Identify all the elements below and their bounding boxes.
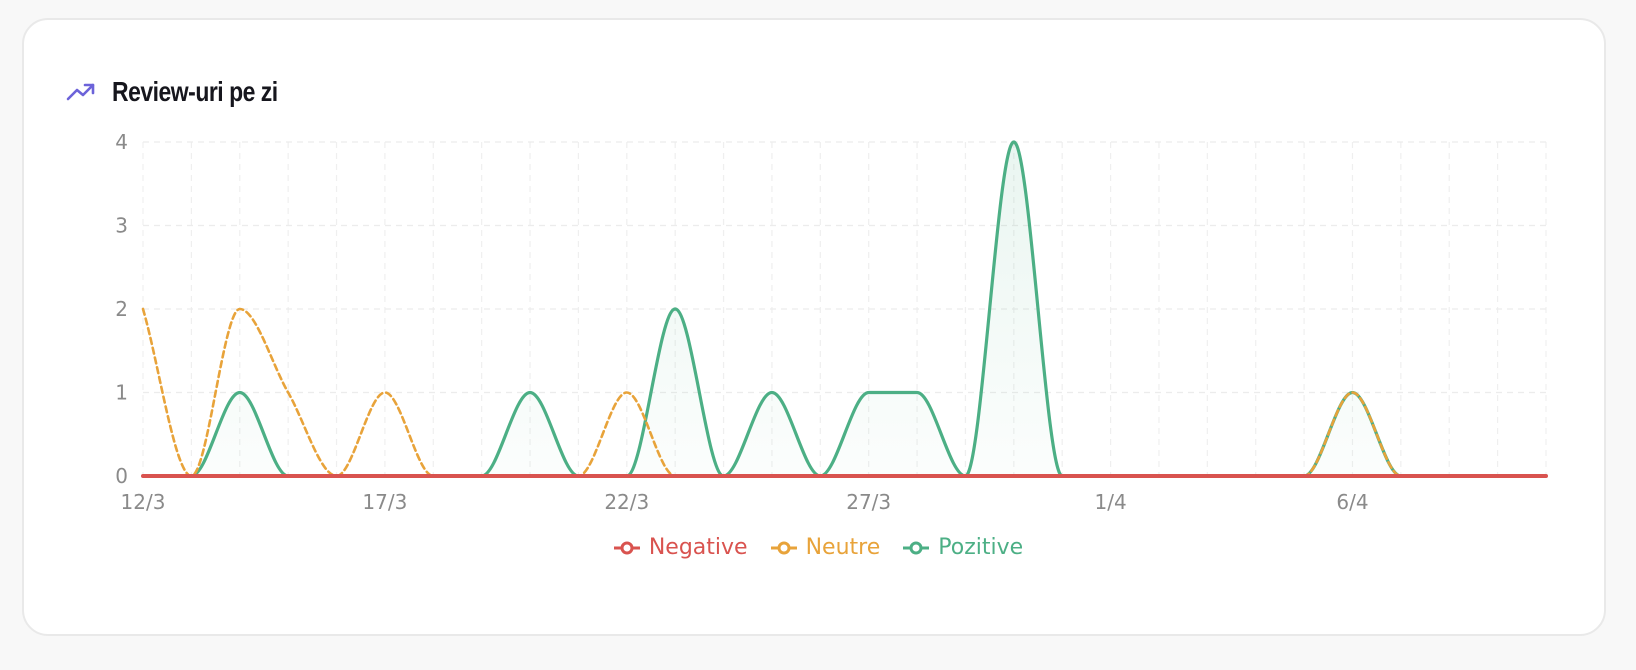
y-tick-label: 0 — [115, 464, 128, 488]
legend-item-negative[interactable]: Negative — [613, 535, 748, 560]
legend-label: Negative — [648, 535, 748, 560]
chart-legend: Negative Neutre Pozitive — [0, 535, 1636, 560]
y-tick-label: 2 — [115, 297, 128, 321]
y-tick-label: 1 — [115, 381, 128, 405]
x-tick-label: 27/3 — [846, 490, 891, 514]
y-tick-label: 4 — [115, 130, 128, 154]
legend-label: Neutre — [805, 535, 881, 560]
legend-marker-icon — [613, 540, 641, 556]
legend-marker-icon — [902, 540, 930, 556]
legend-marker-icon — [770, 540, 798, 556]
x-tick-label: 17/3 — [362, 490, 407, 514]
x-tick-label: 6/4 — [1336, 490, 1368, 514]
legend-label: Pozitive — [938, 535, 1024, 560]
legend-item-pozitive[interactable]: Pozitive — [902, 535, 1023, 560]
trending-up-icon — [66, 82, 96, 102]
y-tick-label: 3 — [115, 214, 128, 238]
reviews-per-day-card: Review-uri pe zi — [22, 18, 1606, 636]
legend-item-neutre[interactable]: Neutre — [770, 535, 881, 560]
x-tick-label: 22/3 — [604, 490, 649, 514]
x-tick-label: 12/3 — [121, 490, 166, 514]
card-title: Review-uri pe zi — [112, 76, 278, 107]
card-header: Review-uri pe zi — [66, 76, 314, 108]
x-tick-label: 1/4 — [1094, 490, 1126, 514]
